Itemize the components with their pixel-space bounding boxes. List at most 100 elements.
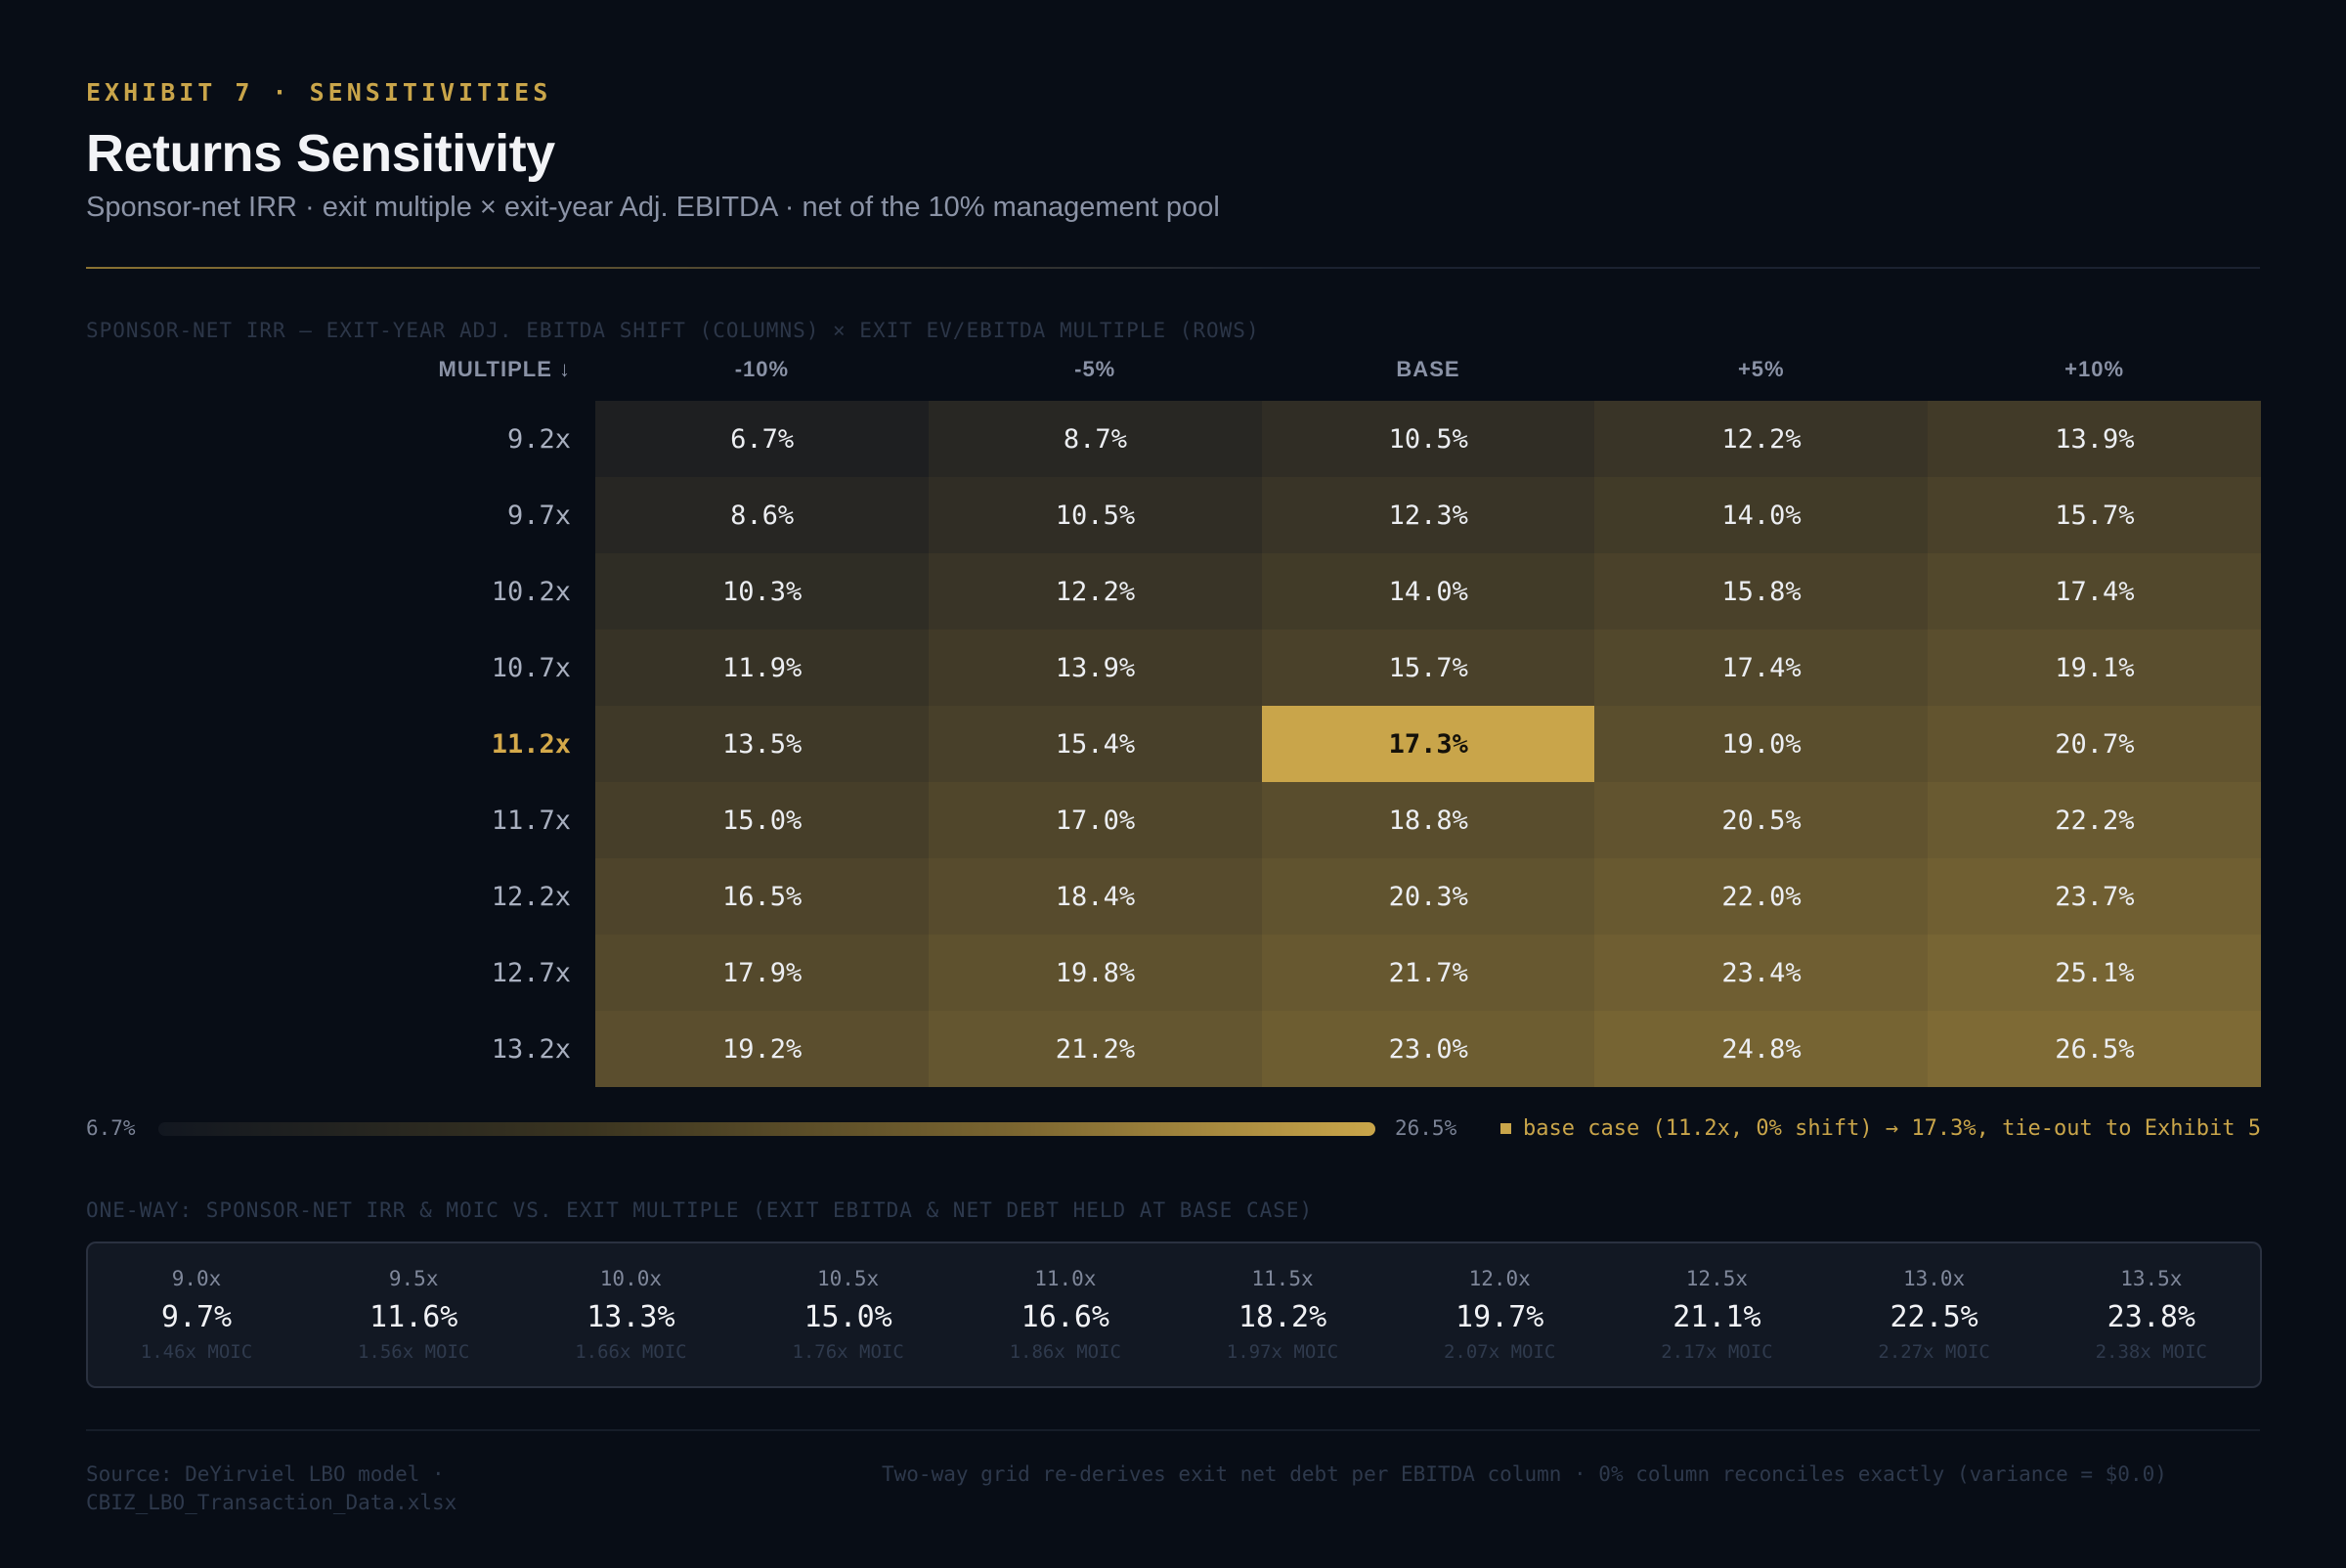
heatmap-cell: 10.5% — [928, 477, 1263, 553]
heatmap-cell-base: 17.3% — [1261, 706, 1595, 782]
oneway-irr: 19.7% — [1455, 1300, 1544, 1334]
row-label: 12.7x — [491, 957, 571, 988]
page-title: Returns Sensitivity — [86, 124, 555, 183]
column-header: +10% — [2064, 357, 2125, 381]
heatmap-cell: 10.3% — [595, 553, 930, 630]
heatmap-cell: 13.5% — [595, 706, 930, 782]
oneway-item: 13.5x 23.8% 2.38x MOIC — [2043, 1243, 2260, 1386]
oneway-irr: 11.6% — [369, 1300, 458, 1334]
oneway-irr: 22.5% — [1890, 1300, 1978, 1334]
heatmap-cell: 23.4% — [1594, 935, 1929, 1011]
oneway-irr: 16.6% — [1021, 1300, 1109, 1334]
base-case-note-text: base case (11.2x, 0% shift) → 17.3%, tie… — [1523, 1116, 2261, 1141]
oneway-moic: 2.27x MOIC — [1878, 1341, 1990, 1363]
oneway-moic: 1.97x MOIC — [1226, 1341, 1339, 1363]
oneway-caption: ONE-WAY: SPONSOR-NET IRR & MOIC VS. EXIT… — [86, 1198, 1314, 1222]
heatmap-cell: 22.0% — [1594, 858, 1929, 935]
heatmap-cell: 20.7% — [1928, 706, 2262, 782]
oneway-irr: 13.3% — [586, 1300, 675, 1334]
oneway-item: 9.5x 11.6% 1.56x MOIC — [305, 1243, 522, 1386]
heatmap-cell: 19.0% — [1594, 706, 1929, 782]
heatmap-cell: 11.9% — [595, 630, 930, 706]
oneway-item: 12.0x 19.7% 2.07x MOIC — [1391, 1243, 1608, 1386]
oneway-table: 9.0x 9.7% 1.46x MOIC 9.5x 11.6% 1.56x MOIC 10.… — [86, 1241, 2262, 1388]
heatmap-cell: 14.0% — [1594, 477, 1929, 553]
heatmap-cell: 21.7% — [1261, 935, 1595, 1011]
heatmap-cell: 21.2% — [928, 1011, 1263, 1087]
oneway-multiple: 10.0x — [599, 1267, 662, 1290]
oneway-item: 13.0x 22.5% 2.27x MOIC — [1826, 1243, 2043, 1386]
oneway-moic: 1.86x MOIC — [1009, 1341, 1121, 1363]
heatmap-cell: 18.4% — [928, 858, 1263, 935]
column-header: -10% — [734, 357, 790, 381]
oneway-item: 10.5x 15.0% 1.76x MOIC — [740, 1243, 957, 1386]
heatmap-cell: 17.0% — [928, 782, 1263, 858]
heatmap-cell: 22.2% — [1928, 782, 2262, 858]
source-note: Source: DeYirviel LBO model · CBIZ_LBO_T… — [86, 1462, 457, 1514]
oneway-multiple: 12.0x — [1468, 1267, 1531, 1290]
heatmap-cell: 10.5% — [1261, 401, 1595, 477]
heatmap-cell: 23.7% — [1928, 858, 2262, 935]
row-label: 11.2x — [491, 728, 571, 760]
row-label: 9.2x — [506, 423, 571, 455]
heatmap-cell: 17.4% — [1594, 630, 1929, 706]
oneway-multiple: 13.5x — [2120, 1267, 2183, 1290]
oneway-multiple: 11.5x — [1251, 1267, 1314, 1290]
legend-color-bar — [158, 1122, 1375, 1136]
oneway-moic: 2.38x MOIC — [2095, 1341, 2207, 1363]
heatmap-cell: 16.5% — [595, 858, 930, 935]
row-label: 10.7x — [491, 652, 571, 683]
legend-max-label: 26.5% — [1395, 1116, 1457, 1140]
column-header: -5% — [1074, 357, 1116, 381]
heatmap-cell: 12.2% — [1594, 401, 1929, 477]
oneway-item: 11.0x 16.6% 1.86x MOIC — [957, 1243, 1174, 1386]
oneway-irr: 21.1% — [1673, 1300, 1761, 1334]
oneway-multiple: 12.5x — [1685, 1267, 1748, 1290]
heatmap-cell: 26.5% — [1928, 1011, 2262, 1087]
heatmap-cell: 19.8% — [928, 935, 1263, 1011]
heatmap-cell: 12.2% — [928, 553, 1263, 630]
row-label: 13.2x — [491, 1033, 571, 1065]
heatmap-cell: 6.7% — [595, 401, 930, 477]
oneway-irr: 9.7% — [160, 1300, 233, 1334]
column-header: BASE — [1396, 357, 1460, 381]
heatmap-cell: 15.0% — [595, 782, 930, 858]
heatmap-cell: 20.5% — [1594, 782, 1929, 858]
oneway-item: 9.0x 9.7% 1.46x MOIC — [88, 1243, 305, 1386]
oneway-moic: 1.66x MOIC — [575, 1341, 687, 1363]
row-label: 12.2x — [491, 881, 571, 912]
heatmap-cell: 12.3% — [1261, 477, 1595, 553]
oneway-moic: 2.07x MOIC — [1443, 1341, 1556, 1363]
exhibit-eyebrow: EXHIBIT 7 · SENSITIVITIES — [86, 78, 552, 107]
column-header: +5% — [1737, 357, 1785, 381]
oneway-multiple: 9.0x — [171, 1267, 222, 1290]
heatmap-cell: 8.6% — [595, 477, 930, 553]
title-divider — [86, 267, 2260, 269]
heatmap-cell: 25.1% — [1928, 935, 2262, 1011]
oneway-multiple: 9.5x — [388, 1267, 439, 1290]
heatmap-cell: 23.0% — [1261, 1011, 1595, 1087]
oneway-irr: 15.0% — [804, 1300, 892, 1334]
oneway-item: 10.0x 13.3% 1.66x MOIC — [522, 1243, 739, 1386]
legend-min-label: 6.7% — [86, 1116, 136, 1140]
reconciliation-note: Two-way grid re-derives exit net debt pe… — [882, 1462, 2167, 1486]
heatmap-cell: 19.2% — [595, 1011, 930, 1087]
oneway-moic: 1.46x MOIC — [140, 1341, 253, 1363]
heatmap-cell: 17.4% — [1928, 553, 2262, 630]
oneway-item: 12.5x 21.1% 2.17x MOIC — [1608, 1243, 1825, 1386]
heatmap-cell: 15.7% — [1928, 477, 2262, 553]
base-case-swatch — [1500, 1123, 1511, 1134]
oneway-irr: 18.2% — [1238, 1300, 1327, 1334]
row-header-multiple: MULTIPLE ↓ — [438, 357, 571, 381]
oneway-irr: 23.8% — [2107, 1300, 2195, 1334]
heatmap-cell: 15.4% — [928, 706, 1263, 782]
heatmap-cell: 20.3% — [1261, 858, 1595, 935]
heatmap-cell: 19.1% — [1928, 630, 2262, 706]
row-label: 11.7x — [491, 805, 571, 836]
heatmap-cell: 8.7% — [928, 401, 1263, 477]
oneway-multiple: 10.5x — [816, 1267, 880, 1290]
heatmap-cell: 18.8% — [1261, 782, 1595, 858]
heatmap-cell: 15.7% — [1261, 630, 1595, 706]
heatmap-cell: 15.8% — [1594, 553, 1929, 630]
